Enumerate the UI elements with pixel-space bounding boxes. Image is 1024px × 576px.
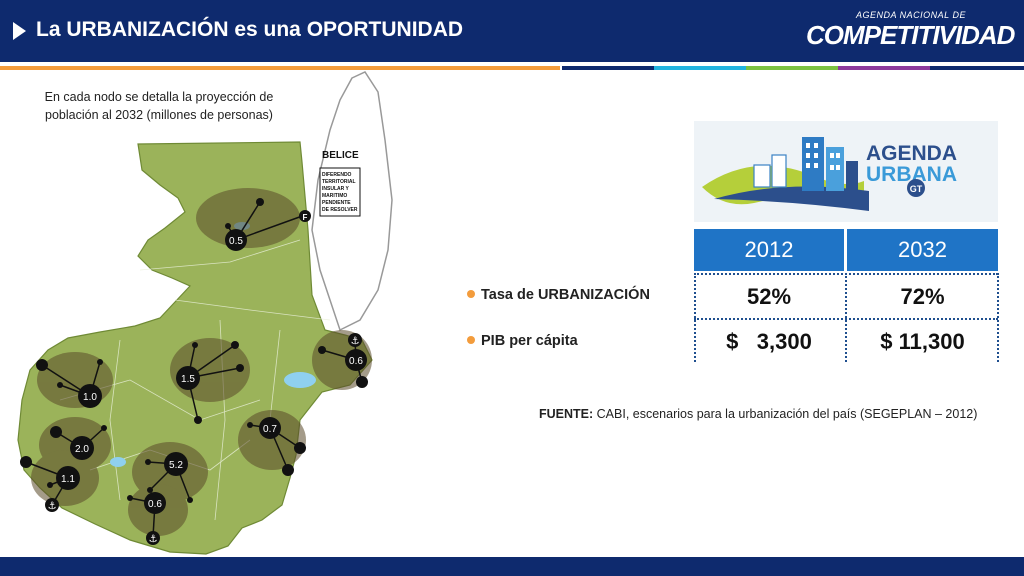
bullet-icon [467, 336, 475, 345]
table-header-2012: 2012 [694, 229, 844, 271]
map-node [345, 349, 367, 371]
node-value: 0.5 [229, 236, 243, 247]
map-node [144, 492, 166, 514]
svg-text:⚓: ⚓ [149, 534, 158, 545]
table-divider [694, 273, 696, 362]
belice-note-box [319, 167, 361, 217]
map-node [176, 366, 200, 390]
node-value: 2.0 [75, 444, 89, 455]
footer-bar [0, 557, 1024, 576]
map-node [164, 452, 188, 476]
node-value: 0.6 [148, 499, 162, 510]
divider-segment-navy-2 [930, 66, 1024, 70]
table-cell: 72% [900, 284, 945, 309]
agenda-title-line1: AGENDA [866, 142, 957, 165]
belice-note-line: TERRITORIAL [322, 179, 356, 185]
node-value: 1.5 [181, 374, 195, 385]
source-text: CABI, escenarios para la urbanización de… [593, 407, 978, 421]
map-node [78, 384, 102, 408]
row-label-text: Tasa de URBANIZACIÓN [481, 287, 650, 303]
table-divider [845, 273, 847, 362]
row-label-text: PIB per cápita [481, 333, 578, 349]
map-node [70, 436, 94, 460]
map-node [259, 417, 281, 439]
node-value: 0.6 [349, 356, 363, 367]
source-label: FUENTE: [539, 407, 594, 421]
svg-text:⚓: ⚓ [48, 501, 57, 512]
row-label-pib: PIB per cápita [467, 333, 578, 349]
belice-note-line: MARITIMO [322, 193, 347, 199]
port-anchor-icon [348, 333, 362, 347]
table-cell: 52% [746, 284, 792, 309]
belice-note-line: DIFERENDO [322, 172, 352, 178]
divider-segment-purple [838, 66, 930, 70]
orange-divider [0, 66, 560, 70]
divider-segment-green [746, 66, 838, 70]
divider-segment-cyan [654, 66, 746, 70]
belice-note-line: PENDIENTE [322, 200, 351, 206]
svg-text:⚓: ⚓ [351, 336, 360, 347]
belice-note-line: DE RESOLVER [322, 207, 358, 213]
divider-segment-navy [562, 66, 654, 70]
play-icon [13, 22, 26, 40]
svg-text:F: F [303, 213, 308, 222]
map-caption: En cada nodo se detalla la proyección de… [44, 90, 274, 122]
bullet-icon [467, 290, 475, 299]
map-node [56, 466, 80, 490]
map-node [225, 229, 247, 251]
slide-title: La URBANIZACIÓN es una OPORTUNIDAD [36, 18, 464, 41]
header-bar: La URBANIZACIÓN es una OPORTUNIDAD AGEND… [0, 0, 1024, 62]
lake-izabal [284, 372, 316, 388]
node-value: 5.2 [169, 460, 183, 471]
node-value: 1.0 [83, 392, 97, 403]
port-anchor-icon [45, 498, 59, 512]
source-note: FUENTE: CABI, escenarios para la urbaniz… [539, 407, 977, 421]
node-value: 1.1 [61, 474, 75, 485]
border-crossing-icon [299, 210, 311, 222]
agenda-title-line2: URBANA [866, 163, 957, 186]
table-cell: $ 11,300 [880, 329, 965, 354]
table-divider [997, 273, 999, 362]
competitividad-logo: AGENDA NACIONAL DE COMPETITIVIDAD [806, 10, 1015, 52]
agenda-urbana-image: AGENDA URBANA GT [694, 121, 998, 222]
belice-label: BELICE [322, 150, 359, 161]
row-label-urbanizacion: Tasa de URBANIZACIÓN [467, 287, 650, 303]
port-anchor-icon [146, 531, 160, 545]
agenda-badge: GT [910, 184, 923, 194]
node-value: 0.7 [263, 424, 277, 435]
logo-subtitle: AGENDA NACIONAL DE [856, 10, 967, 20]
logo-title: COMPETITIVIDAD [806, 20, 1015, 50]
table-cell: $ 3,300 [726, 329, 812, 354]
belice-note-line: INSULAR Y [322, 186, 350, 192]
guatemala-map: F ⚓ ⚓ ⚓ 0.5 0.6 1.5 1.0 0.7 2.0 5.2 1.1 … [17, 71, 393, 555]
table-header-2032: 2032 [847, 229, 998, 271]
lake-atitlan [110, 457, 126, 467]
